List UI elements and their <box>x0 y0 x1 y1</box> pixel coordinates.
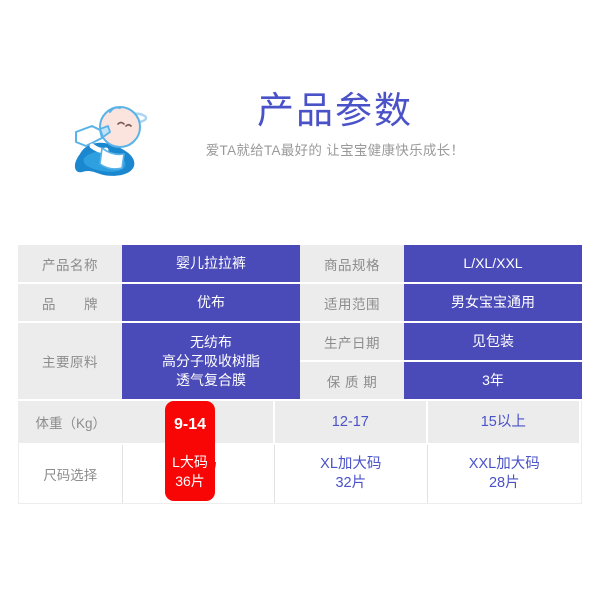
highlight-weight: 9-14 <box>173 416 207 433</box>
spec-left-column: 产品名称 婴儿拉拉裤 品 牌 优布 主要原料 无纺布 高分子吸收树脂 透气复合膜 <box>18 245 300 401</box>
spec-value-production-date: 见包装 <box>404 323 582 362</box>
spec-value-brand: 优布 <box>122 284 300 323</box>
spec-value-applicable-range: 男女宝宝通用 <box>404 284 582 323</box>
size-table: 体重（Kg） 9-14 12-17 15以上 尺码选择 L大码 <box>18 401 582 504</box>
spec-right-column: 商品规格 L/XL/XXL 适用范围 男女宝宝通用 生产日期 见包装 保 质 期… <box>300 245 582 401</box>
material-line-3: 透气复合膜 <box>176 371 246 388</box>
baby-with-bottle-icon <box>62 96 162 184</box>
spec-label-shelf-life: 保 质 期 <box>300 362 404 401</box>
spec-label-product-name: 产品名称 <box>18 245 122 284</box>
table-row: 主要原料 无纺布 高分子吸收树脂 透气复合膜 <box>18 323 300 401</box>
weight-value-xxl: 15以上 <box>427 401 581 443</box>
spec-label-main-materials: 主要原料 <box>18 323 122 401</box>
size-label-weight: 体重（Kg） <box>19 401 123 443</box>
table-row: 商品规格 L/XL/XXL <box>300 245 582 284</box>
spec-table: 产品名称 婴儿拉拉裤 品 牌 优布 主要原料 无纺布 高分子吸收树脂 透气复合膜 <box>18 245 582 504</box>
weight-value-xl: 12-17 <box>275 401 428 443</box>
highlight-size-info: L大码 36片 <box>172 453 208 491</box>
spec-value-product-name: 婴儿拉拉裤 <box>122 245 300 284</box>
selected-size-highlight-l[interactable]: 9-14 L大码 36片 <box>165 401 215 501</box>
size-name-xl: XL加大码 <box>320 456 382 472</box>
table-row: 适用范围 男女宝宝通用 <box>300 284 582 323</box>
material-line-2: 高分子吸收树脂 <box>162 352 260 369</box>
spec-table-top-section: 产品名称 婴儿拉拉裤 品 牌 优布 主要原料 无纺布 高分子吸收树脂 透气复合膜 <box>18 245 582 401</box>
size-option-xl[interactable]: XL加大码 32片 <box>275 445 428 503</box>
spec-label-product-size: 商品规格 <box>300 245 404 284</box>
table-row: 生产日期 见包装 <box>300 323 582 362</box>
spec-value-shelf-life: 3年 <box>404 362 582 401</box>
spec-label-applicable-range: 适用范围 <box>300 284 404 323</box>
material-line-1: 无纺布 <box>190 333 232 350</box>
spec-value-main-materials: 无纺布 高分子吸收树脂 透气复合膜 <box>122 323 300 401</box>
size-table-body: 体重（Kg） 9-14 12-17 15以上 尺码选择 L大码 <box>18 401 582 504</box>
size-weight-row: 体重（Kg） 9-14 12-17 15以上 <box>19 401 581 443</box>
page-header: 产品参数 爱TA就给TA最好的 让宝宝健康快乐成长！ <box>0 88 600 188</box>
header-text-block: 产品参数 爱TA就给TA最好的 让宝宝健康快乐成长！ <box>170 88 500 160</box>
size-name-xxl: XXL加大码 <box>468 456 540 472</box>
size-count-xxl: 28片 <box>488 475 520 491</box>
spec-label-production-date: 生产日期 <box>300 323 404 362</box>
spec-value-product-size: L/XL/XXL <box>404 245 582 284</box>
page-subtitle: 爱TA就给TA最好的 让宝宝健康快乐成长！ <box>205 143 465 158</box>
weight-text-xxl: 15以上 <box>480 413 526 430</box>
size-count-xl: 32片 <box>335 475 367 491</box>
table-row: 品 牌 优布 <box>18 284 300 323</box>
highlight-size-name: L大码 <box>172 454 208 470</box>
spec-label-brand: 品 牌 <box>18 284 122 323</box>
size-choice-row: 尺码选择 L大码 36片 XL加大码 32片 XXL加大码 28片 <box>19 443 581 503</box>
weight-text-xl: 12-17 <box>331 413 369 430</box>
page-title: 产品参数 <box>257 90 413 131</box>
size-option-xxl[interactable]: XXL加大码 28片 <box>427 445 581 503</box>
size-label-choice: 尺码选择 <box>19 445 123 503</box>
table-row: 产品名称 婴儿拉拉裤 <box>18 245 300 284</box>
highlight-size-count: 36片 <box>175 473 205 489</box>
table-row: 保 质 期 3年 <box>300 362 582 401</box>
